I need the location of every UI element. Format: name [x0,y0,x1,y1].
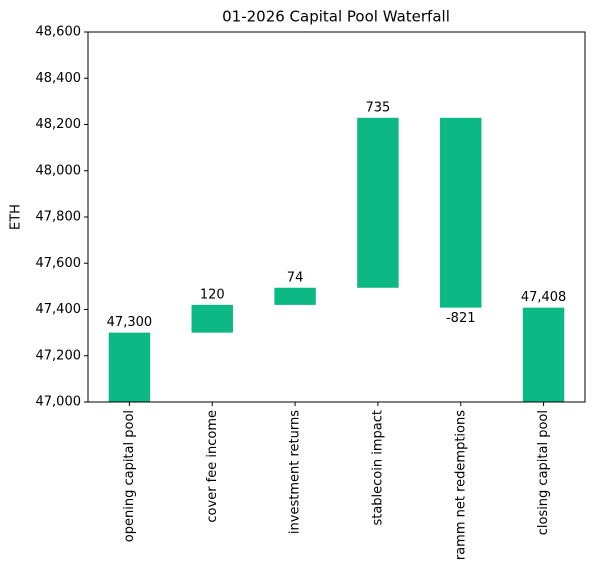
x-tick-label: cover fee income [205,410,220,523]
x-tick-label: closing capital pool [536,410,551,535]
x-tick-label: opening capital pool [122,410,137,542]
bar [440,117,482,308]
y-tick-label: 48,400 [36,71,82,86]
y-tick-label: 48,600 [36,25,82,40]
value-label: 735 [366,100,391,115]
y-tick-label: 47,200 [36,348,82,363]
y-tick-label: 47,600 [36,256,82,271]
y-axis-label: ETH [9,204,24,230]
bar [191,304,233,333]
y-tick-label: 47,400 [36,302,82,317]
value-label: 47,300 [107,315,153,330]
y-tick-label: 47,800 [36,210,82,225]
bar [108,332,151,402]
y-tick-label: 48,200 [36,117,82,132]
x-tick-label: investment returns [288,410,303,534]
y-tick-label: 47,000 [36,395,82,410]
plot-frame [87,31,586,403]
y-tick-label: 48,000 [36,163,82,178]
chart-title: 01-2026 Capital Pool Waterfall [222,8,450,26]
bar [274,287,316,305]
value-label: 74 [287,270,304,285]
bar [357,117,399,288]
value-label: 120 [200,287,225,302]
x-tick-label: stablecoin impact [370,410,385,526]
x-tick-label: ramm net redemptions [453,410,468,560]
value-label: 47,408 [521,290,567,305]
value-label: -821 [446,311,476,326]
bar [522,307,565,402]
